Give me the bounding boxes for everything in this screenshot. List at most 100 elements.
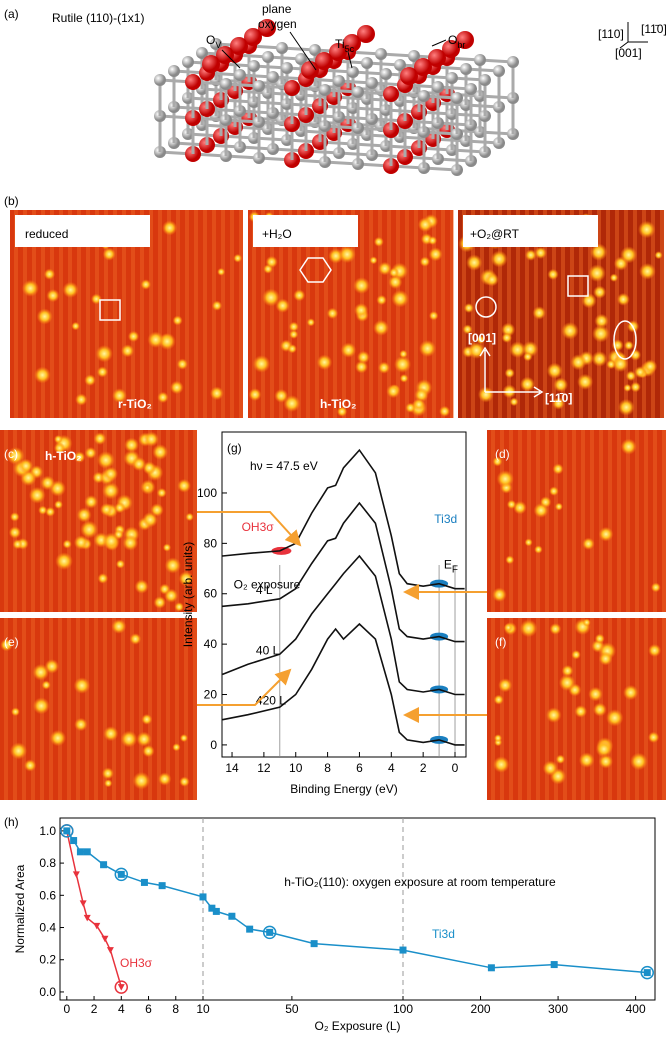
stm-spot	[100, 502, 114, 517]
plot-frame	[221, 431, 467, 758]
bridging-oxygen	[202, 55, 220, 73]
atom	[196, 47, 208, 59]
stm-spot	[609, 273, 619, 282]
stm-spot	[639, 262, 656, 280]
stm-spot	[134, 579, 149, 594]
atom	[394, 59, 406, 71]
stm-spot	[141, 713, 153, 725]
stm-row	[112, 430, 116, 612]
marker-square	[567, 275, 589, 297]
stm-row	[230, 210, 234, 418]
stm-row	[130, 430, 134, 612]
stm-row	[103, 430, 107, 612]
stm-row	[342, 210, 346, 418]
stm-row	[67, 618, 71, 800]
bridging-oxygen	[315, 52, 333, 70]
spectrum	[222, 501, 465, 643]
stm-spot	[623, 383, 632, 392]
stm-row	[121, 430, 125, 612]
stm-spot	[54, 500, 63, 510]
label-box	[15, 215, 150, 247]
stm-spot	[157, 391, 169, 404]
stm-spot	[143, 431, 159, 447]
stm-row	[653, 618, 657, 800]
dir-label: [001]	[615, 46, 642, 60]
stm-spot	[62, 281, 79, 298]
stm-row	[31, 430, 35, 612]
stm-row	[40, 430, 44, 612]
stm-row	[76, 430, 80, 612]
stm-spot	[122, 535, 139, 551]
stm-row	[176, 210, 180, 418]
stm-image	[487, 430, 666, 612]
stm-row	[378, 210, 382, 418]
stm-spot	[399, 373, 409, 383]
label-obr: Obr	[448, 33, 465, 50]
stm-row	[239, 210, 243, 418]
stm-spot	[462, 324, 473, 335]
chart-title: h-TiO₂(110): oxygen exposure at room tem…	[284, 875, 556, 889]
stm-spot	[233, 253, 243, 263]
stm-row	[662, 618, 666, 800]
stm-row	[491, 430, 495, 612]
atom	[451, 92, 463, 104]
stm-spot	[623, 684, 639, 701]
stm-spot	[393, 355, 412, 373]
point	[266, 928, 274, 936]
stm-row	[498, 210, 502, 418]
exposure-label: O₂ exposure	[234, 578, 301, 592]
point	[79, 900, 87, 907]
dir-label: [110]	[598, 27, 624, 41]
stm-spot	[463, 303, 474, 314]
stm-spot	[654, 251, 663, 260]
stm-spot	[532, 306, 546, 320]
stm-spot	[505, 555, 515, 565]
stm-spot	[612, 355, 629, 373]
stm-spot	[534, 545, 543, 554]
stm-row	[615, 210, 619, 418]
stm-row	[635, 618, 639, 800]
stm-spot	[157, 772, 172, 786]
stm-spot	[519, 619, 538, 638]
atom	[380, 68, 392, 80]
stm-row	[500, 618, 504, 800]
stm-row	[158, 210, 162, 418]
stm-row	[130, 618, 134, 800]
stm-spot	[630, 752, 648, 771]
stm-spot	[111, 618, 127, 634]
atom	[309, 44, 321, 56]
stm-spot	[428, 236, 438, 246]
stm-spot	[252, 355, 271, 373]
stm-spot	[545, 707, 562, 723]
annotation: hν = 47.5 eV	[250, 459, 318, 473]
stm-spot	[582, 618, 591, 627]
bridging-oxygen	[442, 40, 460, 58]
stm-spot	[501, 332, 513, 343]
stm-spot	[592, 324, 610, 343]
stm-spot	[43, 268, 56, 280]
stm-spot	[153, 596, 167, 609]
stm-spot	[476, 335, 485, 345]
stm-spot	[164, 588, 179, 603]
atom	[284, 80, 300, 96]
stm-spot	[150, 503, 164, 517]
atom	[432, 81, 444, 93]
stm-spot	[485, 272, 499, 287]
stm-row	[624, 210, 628, 418]
label-ov: OV	[206, 33, 221, 50]
stm-spot	[353, 303, 369, 318]
y-tick-label: 0	[210, 738, 217, 752]
stm-spot	[45, 506, 56, 517]
stm-spot	[574, 705, 588, 718]
stm-row	[315, 210, 319, 418]
stm-row	[651, 210, 655, 418]
stm-row	[175, 618, 179, 800]
stm-spot	[103, 726, 119, 742]
stm-spot	[555, 754, 566, 765]
stm-spot	[156, 487, 167, 498]
stm-row	[68, 210, 72, 418]
stm-spot	[377, 361, 391, 374]
stm-row	[104, 210, 108, 418]
stm-row	[193, 618, 197, 800]
bridging-oxygen	[357, 25, 375, 43]
